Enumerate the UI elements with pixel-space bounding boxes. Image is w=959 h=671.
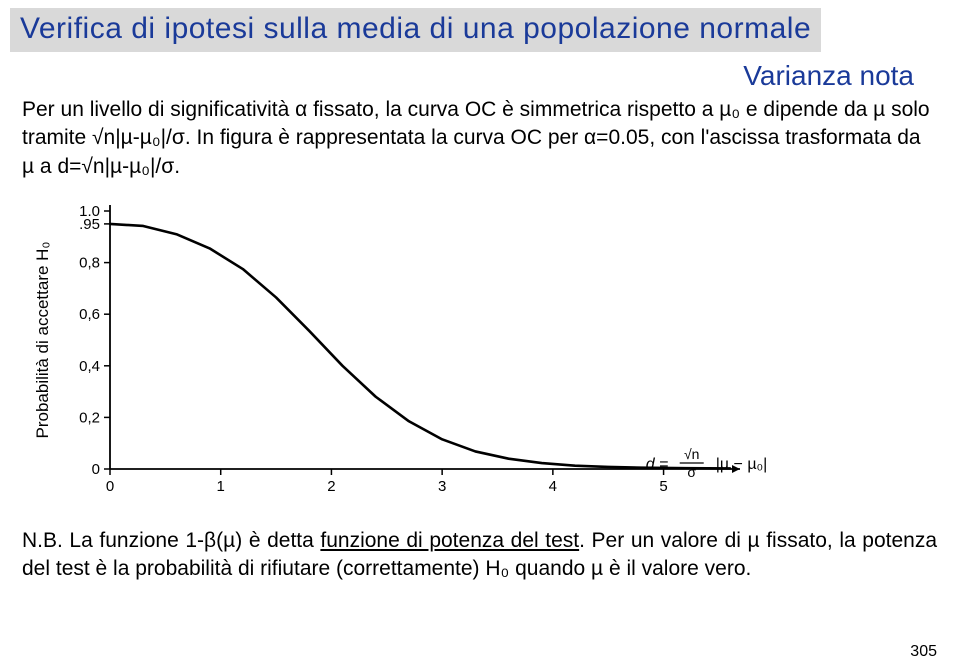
footnote-prefix: N.B. La funzione 1-β(µ) è detta [22, 529, 320, 552]
svg-text:1.0: 1.0 [79, 203, 100, 220]
page-title-bar: Verifica di ipotesi sulla media di una p… [10, 8, 821, 52]
svg-text:0,4: 0,4 [79, 358, 100, 375]
svg-text:σ: σ [687, 464, 696, 480]
svg-text:|µ − µ₀|: |µ − µ₀| [716, 456, 768, 473]
variance-note: Varianza nota [743, 60, 914, 92]
svg-text:0,2: 0,2 [79, 409, 100, 426]
oc-curve-chart: 01234500,20,40,60,8.951.0Probabilità di … [30, 199, 890, 509]
footnote-underlined: funzione di potenza del test [320, 529, 579, 552]
svg-text:5: 5 [659, 478, 667, 495]
body-paragraph: Per un livello di significatività α fiss… [22, 96, 937, 181]
page-number: 305 [910, 643, 937, 661]
page-title: Verifica di ipotesi sulla media di una p… [20, 12, 811, 45]
svg-text:0: 0 [92, 461, 100, 478]
svg-text:4: 4 [549, 478, 557, 495]
svg-text:Probabilità di accettare H₀: Probabilità di accettare H₀ [33, 242, 52, 439]
svg-text:d =: d = [646, 456, 669, 473]
svg-text:0: 0 [106, 478, 114, 495]
svg-text:3: 3 [438, 478, 446, 495]
svg-text:0,8: 0,8 [79, 255, 100, 272]
svg-text:1: 1 [217, 478, 225, 495]
svg-text:2: 2 [327, 478, 335, 495]
svg-text:0,6: 0,6 [79, 306, 100, 323]
svg-text:√n: √n [684, 446, 699, 462]
footnote: N.B. La funzione 1-β(µ) è detta funzione… [22, 527, 937, 584]
body-paragraph-text: Per un livello di significatività α fiss… [22, 98, 930, 178]
